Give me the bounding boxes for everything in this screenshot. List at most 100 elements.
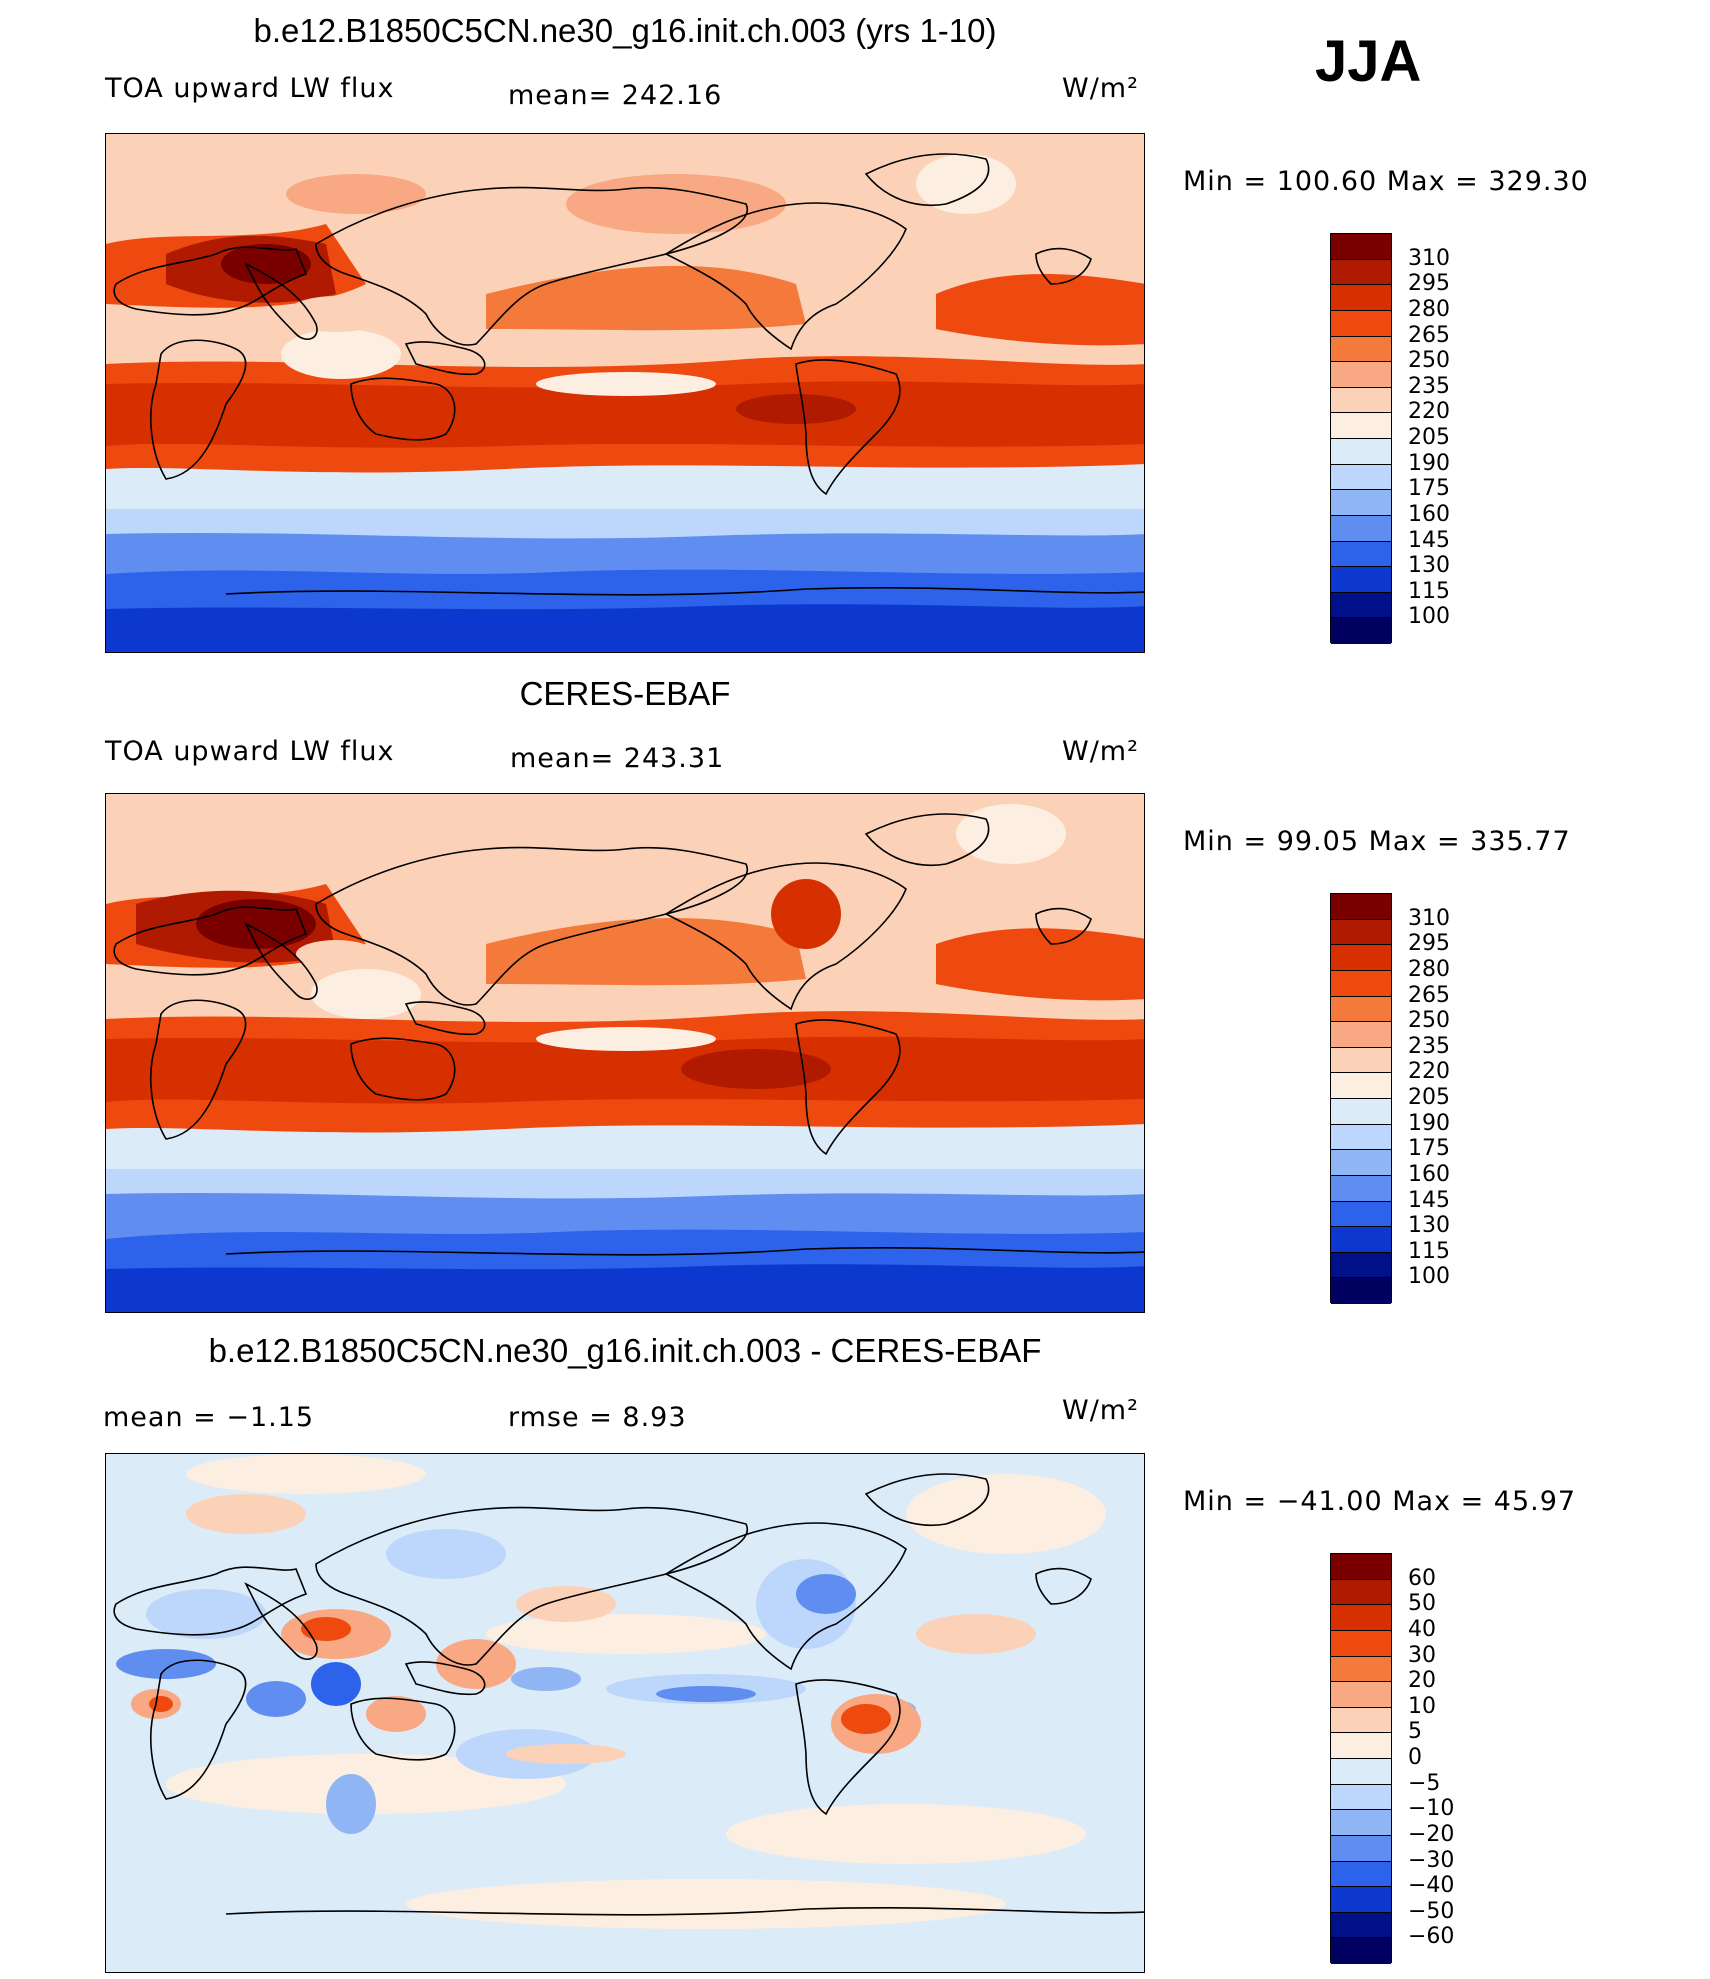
- colorbar-swatch: [1331, 490, 1391, 516]
- colorbar-tick-label: −50: [1408, 1898, 1455, 1924]
- colorbar-swatch: [1331, 413, 1391, 439]
- colorbar-tick-label: 115: [1408, 1238, 1450, 1264]
- colorbar-tick-label: 280: [1408, 956, 1450, 982]
- colorbar-swatch: [1331, 1835, 1391, 1862]
- colorbar-swatch: [1331, 1047, 1391, 1074]
- panel-2-colorbar: [1330, 893, 1392, 1304]
- colorbar-swatch: [1331, 1938, 1391, 1964]
- colorbar-tick-label: 295: [1408, 931, 1450, 957]
- panel-2-map: [105, 793, 1145, 1313]
- colorbar-tick-label: 145: [1408, 527, 1450, 553]
- colorbar-swatch: [1331, 336, 1391, 363]
- season-label: JJA: [1315, 29, 1422, 94]
- panel-1-map-field: [106, 134, 1144, 652]
- colorbar-swatch: [1331, 259, 1391, 286]
- colorbar-swatch: [1331, 439, 1391, 465]
- colorbar-swatch: [1331, 996, 1391, 1023]
- colorbar-tick-label: 10: [1408, 1693, 1436, 1719]
- colorbar-tick-label: 115: [1408, 578, 1450, 604]
- colorbar-tick-label: 145: [1408, 1187, 1450, 1213]
- colorbar-swatch: [1331, 1605, 1391, 1631]
- colorbar-swatch: [1331, 970, 1391, 997]
- colorbar-swatch: [1331, 1759, 1391, 1785]
- colorbar-tick-label: 220: [1408, 399, 1450, 425]
- colorbar-tick-label: 130: [1408, 1213, 1450, 1239]
- panel-1-title: b.e12.B1850C5CN.ne30_g16.init.ch.003 (yr…: [253, 12, 997, 49]
- colorbar-swatch: [1331, 1124, 1391, 1151]
- colorbar-swatch: [1331, 1201, 1391, 1228]
- colorbar-tick-label: 205: [1408, 1085, 1450, 1110]
- panel-2-mean: mean= 243.31: [510, 743, 725, 774]
- colorbar-tick-label: 250: [1408, 348, 1450, 374]
- colorbar-swatch: [1331, 1278, 1391, 1304]
- colorbar-tick-label: 0: [1408, 1745, 1422, 1770]
- colorbar-swatch: [1331, 1887, 1391, 1913]
- panel-3-minmax: Min = −41.00 Max = 45.97: [1183, 1486, 1577, 1517]
- colorbar-tick-label: 250: [1408, 1008, 1450, 1034]
- panel-3-map-field: [106, 1454, 1144, 1972]
- colorbar-swatch: [1331, 1554, 1391, 1580]
- colorbar-tick-label: 100: [1408, 604, 1450, 630]
- colorbar-tick-label: −40: [1408, 1873, 1455, 1899]
- colorbar-tick-label: 190: [1408, 1110, 1450, 1136]
- colorbar-tick-label: −60: [1408, 1924, 1455, 1950]
- colorbar-swatch: [1331, 1227, 1391, 1253]
- colorbar-swatch: [1331, 285, 1391, 311]
- colorbar-tick-label: 20: [1408, 1668, 1436, 1694]
- colorbar-tick-label: 310: [1408, 905, 1450, 931]
- colorbar-swatch: [1331, 1733, 1391, 1759]
- colorbar-swatch: [1331, 1150, 1391, 1176]
- colorbar-swatch: [1331, 1252, 1391, 1279]
- panel-3-title: b.e12.B1850C5CN.ne30_g16.init.ch.003 - C…: [208, 1332, 1042, 1369]
- colorbar-tick-label: 5: [1408, 1719, 1422, 1745]
- panel-3-mean: mean = −1.15: [103, 1402, 315, 1433]
- colorbar-swatch: [1331, 1630, 1391, 1657]
- colorbar-swatch: [1331, 362, 1391, 388]
- colorbar-swatch: [1331, 1682, 1391, 1708]
- colorbar-swatch: [1331, 567, 1391, 593]
- panel-1-map: [105, 133, 1145, 653]
- colorbar-swatch: [1331, 1656, 1391, 1683]
- colorbar-swatch: [1331, 919, 1391, 946]
- panel-1-colorbar: [1330, 233, 1392, 644]
- panel-2-title: CERES-EBAF: [519, 675, 731, 712]
- colorbar-tick-label: 265: [1408, 322, 1450, 348]
- colorbar-swatch: [1331, 1175, 1391, 1202]
- colorbar-swatch: [1331, 1022, 1391, 1048]
- colorbar-tick-label: 100: [1408, 1264, 1450, 1290]
- panel-2-units: W/m²: [1062, 736, 1139, 767]
- colorbar-tick-label: 40: [1408, 1616, 1436, 1642]
- colorbar-tick-label: 190: [1408, 450, 1450, 476]
- panel-1-variable: TOA upward LW flux: [105, 73, 395, 104]
- colorbar-swatch: [1331, 1784, 1391, 1811]
- colorbar-swatch: [1331, 1810, 1391, 1836]
- colorbar-tick-label: 220: [1408, 1059, 1450, 1085]
- colorbar-tick-label: 160: [1408, 1161, 1450, 1187]
- panel-3-units: W/m²: [1062, 1395, 1139, 1426]
- colorbar-tick-label: 160: [1408, 501, 1450, 527]
- colorbar-swatch: [1331, 387, 1391, 414]
- colorbar-swatch: [1331, 1579, 1391, 1606]
- colorbar-tick-label: 265: [1408, 982, 1450, 1008]
- colorbar-tick-label: 310: [1408, 245, 1450, 271]
- colorbar-swatch: [1331, 894, 1391, 920]
- panel-2-map-field: [106, 794, 1144, 1312]
- panel-3-map: [105, 1453, 1145, 1973]
- colorbar-swatch: [1331, 1099, 1391, 1125]
- panel-2-variable: TOA upward LW flux: [105, 736, 395, 767]
- panel-1-units: W/m²: [1062, 73, 1139, 104]
- colorbar-swatch: [1331, 1912, 1391, 1939]
- colorbar-tick-label: 205: [1408, 425, 1450, 450]
- colorbar-tick-label: −20: [1408, 1821, 1455, 1847]
- colorbar-tick-label: −10: [1408, 1796, 1455, 1822]
- colorbar-tick-label: −5: [1408, 1770, 1441, 1796]
- colorbar-swatch: [1331, 945, 1391, 971]
- colorbar-swatch: [1331, 1707, 1391, 1734]
- colorbar-tick-label: 235: [1408, 373, 1450, 399]
- colorbar-tick-label: 175: [1408, 476, 1450, 502]
- colorbar-tick-label: −30: [1408, 1847, 1455, 1873]
- colorbar-swatch: [1331, 1861, 1391, 1888]
- colorbar-swatch: [1331, 1073, 1391, 1099]
- colorbar-tick-label: 30: [1408, 1642, 1436, 1668]
- panel-1-minmax: Min = 100.60 Max = 329.30: [1183, 166, 1589, 197]
